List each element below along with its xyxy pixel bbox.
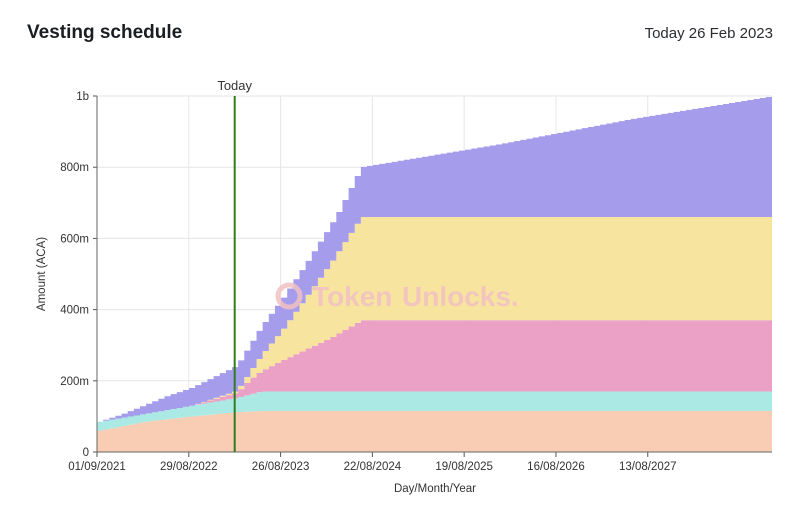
x-tick-label: 29/08/2022 (160, 461, 218, 473)
x-tick-label: 01/09/2021 (68, 461, 126, 473)
x-tick-label: 26/08/2023 (252, 461, 310, 473)
y-axis-label: Amount (ACA) (36, 237, 48, 311)
watermark: Token Unlocks. (275, 281, 519, 312)
watermark-text-unlocks: Unlocks. (402, 281, 519, 312)
y-tick-label: 200m (60, 376, 89, 388)
today-line-label: Today (217, 78, 252, 93)
axes: 0 200m 400m 600m 800m 1b 01/09/2021 29/08/2022 2… (60, 91, 772, 473)
watermark-text-token: Token (312, 281, 392, 312)
y-tick-label: 600m (60, 233, 89, 245)
series-area-1 (97, 391, 772, 431)
y-tick-label: 0 (83, 447, 89, 459)
today-marker: Today (217, 78, 253, 452)
today-date-label: Today 26 Feb 2023 (644, 25, 773, 42)
y-tick-label: 1b (76, 91, 89, 103)
x-tick-label: 22/08/2024 (344, 461, 402, 473)
y-tick-label: 800m (60, 162, 89, 174)
x-axis-label: Day/Month/Year (394, 483, 476, 495)
series-areas (97, 96, 772, 452)
y-tick-label: 400m (60, 305, 89, 317)
x-tick-label: 13/08/2027 (619, 461, 677, 473)
chart-title: Vesting schedule (27, 22, 183, 43)
series-area-0 (97, 411, 772, 452)
series-area-2 (97, 320, 772, 422)
series-area-4 (97, 96, 772, 422)
x-tick-label: 19/08/2025 (435, 461, 493, 473)
tokenunlocks-logo-icon (275, 282, 303, 310)
x-tick-label: 16/08/2026 (527, 461, 585, 473)
series-area-3 (97, 217, 772, 422)
